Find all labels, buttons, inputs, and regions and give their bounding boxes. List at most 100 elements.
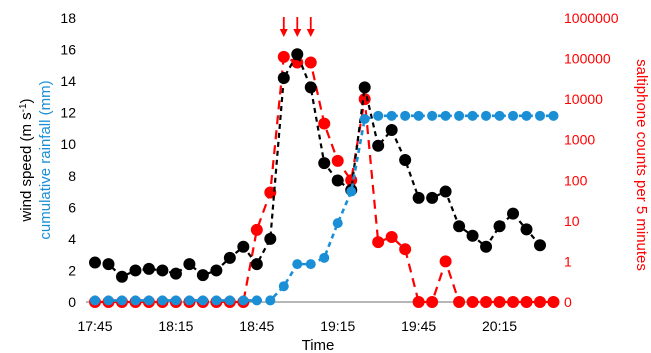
point-rain — [143, 295, 154, 306]
point-wind — [385, 124, 398, 137]
series-layer — [89, 48, 560, 308]
point-wind — [331, 174, 344, 187]
y-right-tick-label: 10000 — [564, 91, 603, 107]
point-rain — [224, 295, 235, 306]
point-saltiphone — [466, 296, 479, 308]
point-wind — [89, 256, 101, 269]
x-tick-label: 19:15 — [320, 318, 355, 334]
series-wind — [89, 48, 546, 283]
point-rain — [116, 295, 127, 306]
point-wind — [412, 191, 425, 204]
point-saltiphone — [547, 296, 560, 308]
y-left-tick-label: 0 — [68, 294, 76, 310]
point-wind — [358, 81, 371, 94]
point-saltiphone — [277, 50, 290, 63]
y-left-tick-label: 4 — [68, 231, 76, 247]
point-wind — [237, 240, 250, 253]
point-saltiphone — [318, 117, 331, 130]
point-wind — [493, 220, 506, 233]
point-wind — [507, 207, 520, 220]
point-wind — [534, 239, 546, 252]
point-rain — [535, 110, 545, 121]
point-rain — [238, 295, 249, 306]
point-wind — [115, 270, 128, 283]
series-line-wind — [94, 51, 541, 279]
point-wind — [291, 48, 304, 61]
y-left-tick-label: 16 — [60, 42, 76, 58]
point-saltiphone — [520, 296, 533, 308]
point-rain — [103, 295, 114, 306]
y-left-title-part1: wind speed (m s — [18, 112, 35, 222]
point-saltiphone — [399, 243, 412, 256]
point-wind — [196, 269, 209, 282]
point-saltiphone — [493, 296, 506, 308]
y-left-title-part2: ) — [18, 98, 35, 103]
point-rain — [130, 295, 141, 306]
point-saltiphone — [372, 236, 385, 249]
x-tick-label: 20:15 — [482, 318, 517, 334]
point-rain — [440, 110, 451, 121]
point-rain — [494, 110, 505, 121]
titles-layer: Time wind speed (m s-1) cumulative rainf… — [18, 59, 650, 353]
y-left-tick-label: 10 — [60, 136, 76, 152]
point-rain — [454, 110, 465, 121]
y-left-axis-title: wind speed (m s-1) — [18, 98, 35, 222]
series-rain — [90, 110, 559, 306]
point-wind — [210, 264, 223, 277]
point-rain — [305, 259, 316, 270]
point-saltiphone — [304, 56, 317, 69]
y-left-axis-title-2: cumulative rainfall (mm) — [37, 80, 54, 239]
point-wind — [102, 258, 115, 271]
point-wind — [439, 185, 452, 198]
point-rain — [278, 281, 289, 292]
x-tick-label: 18:45 — [239, 318, 274, 334]
point-wind — [277, 71, 290, 84]
point-wind — [169, 267, 182, 280]
point-rain — [373, 110, 384, 121]
point-rain — [508, 110, 519, 121]
point-rain — [548, 110, 559, 121]
point-wind — [223, 251, 236, 264]
point-saltiphone — [385, 231, 398, 244]
y-right-axis-title: saltiphone counts per 5 minutes — [633, 59, 650, 271]
point-wind — [372, 139, 385, 152]
point-rain — [265, 295, 276, 306]
point-rain — [184, 295, 195, 306]
x-axis-title: Time — [302, 337, 335, 353]
point-rain — [413, 110, 424, 121]
point-wind — [250, 258, 263, 271]
point-rain — [292, 259, 303, 270]
point-saltiphone — [507, 296, 520, 308]
arrow-head — [306, 29, 315, 37]
point-saltiphone — [426, 296, 439, 308]
point-rain — [400, 110, 411, 121]
point-wind — [466, 229, 479, 242]
point-saltiphone — [439, 255, 452, 268]
point-wind — [264, 232, 277, 245]
point-wind — [399, 154, 412, 166]
y-right-tick-label: 100 — [564, 172, 588, 188]
point-rain — [359, 113, 370, 124]
arrow-head — [279, 29, 288, 37]
y-left-tick-label: 8 — [68, 168, 76, 184]
point-wind — [156, 264, 169, 277]
point-rain — [211, 295, 222, 306]
y-right-tick-label: 100000 — [564, 51, 611, 67]
point-wind — [129, 264, 142, 277]
y-right-tick-label: 1 — [564, 253, 572, 269]
point-wind — [318, 157, 331, 170]
y-right-tick-label: 1000 — [564, 132, 595, 148]
point-rain — [332, 218, 343, 229]
point-saltiphone — [534, 296, 546, 308]
point-saltiphone — [453, 296, 466, 308]
point-wind — [142, 262, 155, 275]
x-tick-label: 19:45 — [401, 318, 436, 334]
y-left-tick-label: 14 — [60, 73, 76, 89]
point-saltiphone — [331, 154, 344, 167]
y-left-title-superscript: -1 — [18, 103, 29, 112]
point-rain — [170, 295, 181, 306]
point-rain — [427, 110, 438, 121]
point-wind — [520, 223, 533, 236]
point-rain — [481, 110, 492, 121]
x-tick-label: 18:15 — [158, 318, 193, 334]
